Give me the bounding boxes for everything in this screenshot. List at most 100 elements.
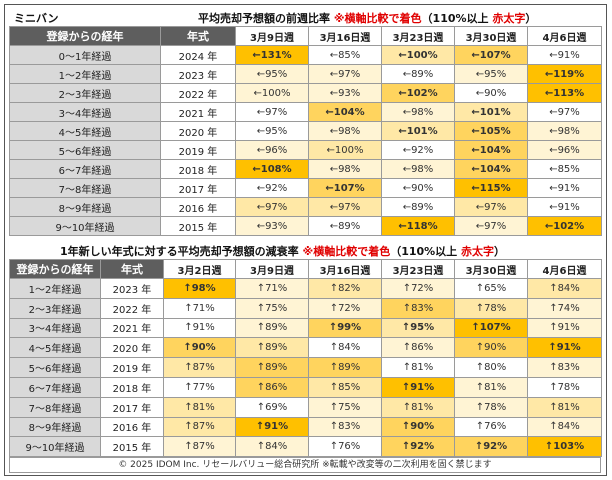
table-row: 2～3年経過 2022 年 ←100% ←93% ←102% ←90% ←113%	[9, 83, 602, 103]
ratio-cell: ←95%	[235, 121, 309, 141]
ratio-cell: ←104%	[454, 159, 528, 179]
ratio-cell: ↑76%	[454, 416, 528, 438]
table-row: 5～6年経過 2019 年 ←96% ←100% ←92% ←104% ←96%	[9, 140, 602, 160]
table2-note-red: 赤太字	[461, 245, 495, 258]
ratio-cell: ↑81%	[454, 376, 528, 398]
row-age-label: 1～2年経過	[9, 278, 101, 299]
row-age-label: 7～8年経過	[9, 396, 101, 418]
row-model-year: 2019 年	[160, 140, 236, 160]
table2-title: 1年新しい年式に対する平均売却予想額の減衰率	[60, 245, 299, 258]
row-model-year: 2020 年	[160, 121, 236, 141]
ratio-cell: ↑92%	[454, 436, 528, 458]
brand-label: ミニバン	[14, 12, 59, 25]
ratio-cell: ←97%	[454, 216, 528, 236]
ratio-cell: ←101%	[381, 121, 455, 141]
row-model-year: 2024 年	[160, 45, 236, 65]
ratio-cell: ←98%	[381, 159, 455, 179]
row-age-label: 8～9年経過	[9, 197, 161, 217]
ratio-cell: ←118%	[381, 216, 455, 236]
ratio-cell: ↑107%	[454, 317, 528, 339]
header-model-year: 年式	[160, 26, 236, 46]
row-model-year: 2015 年	[160, 216, 236, 236]
table-row: 1～2年経過 2023 年 ↑98% ↑71% ↑82% ↑72% ↑65% ↑84%	[9, 278, 602, 299]
table2-note-paren: （110%以上	[390, 245, 458, 258]
table1-note-paren: （110%以上	[421, 12, 489, 25]
row-model-year: 2023 年	[160, 64, 236, 84]
ratio-cell: ↑84%	[235, 436, 309, 458]
ratio-cell: ↑69%	[235, 396, 309, 418]
row-age-label: 4～5年経過	[9, 337, 101, 359]
ratio-cell: ↑81%	[527, 396, 602, 418]
ratio-cell: ↑83%	[527, 357, 602, 378]
table2-note: ※横軸比較で着色	[302, 245, 391, 258]
ratio-cell: ↑82%	[308, 278, 382, 299]
table-row: 3～4年経過 2021 年 ↑91% ↑89% ↑99% ↑95% ↑107% ↑91%	[9, 317, 602, 339]
ratio-cell: ↑95%	[381, 317, 455, 339]
header-week: 3月9日週	[235, 26, 309, 46]
row-age-label: 9～10年経過	[9, 216, 161, 236]
ratio-cell: ←93%	[308, 83, 382, 103]
row-age-label: 6～7年経過	[9, 376, 101, 398]
header-registration-age: 登録からの経年	[9, 259, 101, 279]
table-row: 7～8年経過 2017 年 ↑81% ↑69% ↑75% ↑81% ↑78% ↑81%	[9, 396, 602, 418]
row-model-year: 2015 年	[100, 436, 164, 458]
ratio-cell: ←97%	[308, 64, 382, 84]
ratio-cell: ↑98%	[163, 278, 236, 299]
ratio-cell: ↑103%	[527, 436, 602, 458]
ratio-cell: ←98%	[381, 102, 455, 122]
ratio-cell: ↑78%	[527, 376, 602, 398]
row-model-year: 2017 年	[160, 178, 236, 198]
table-row: 4～5年経過 2020 年 ↑90% ↑89% ↑84% ↑86% ↑90% ↑91%	[9, 337, 602, 359]
ratio-cell: ↑75%	[235, 297, 309, 319]
row-age-label: 0～1年経過	[9, 45, 161, 65]
ratio-cell: ←89%	[308, 216, 382, 236]
row-age-label: 5～6年経過	[9, 140, 161, 160]
ratio-cell: ←97%	[308, 197, 382, 217]
table2-note-close: ）	[494, 245, 506, 258]
row-model-year: 2017 年	[100, 396, 164, 418]
table1-caption: 平均売却予想額の前週比率 ※横軸比較で着色（110%以上 赤太字）	[198, 10, 536, 26]
ratio-cell: ↑83%	[381, 297, 455, 319]
header-registration-age: 登録からの経年	[9, 26, 161, 46]
ratio-cell: ↑90%	[454, 337, 528, 359]
ratio-cell: ↑84%	[527, 278, 602, 299]
ratio-cell: ↑78%	[454, 297, 528, 319]
ratio-cell: ←91%	[527, 197, 602, 217]
ratio-cell: ↑76%	[308, 436, 382, 458]
ratio-cell: ←85%	[527, 159, 602, 179]
ratio-cell: ←96%	[235, 140, 309, 160]
row-model-year: 2022 年	[100, 297, 164, 319]
table2-caption: 1年新しい年式に対する平均売却予想額の減衰率 ※横軸比較で着色（110%以上 赤…	[60, 243, 505, 259]
ratio-cell: ←104%	[454, 140, 528, 160]
row-model-year: 2018 年	[160, 159, 236, 179]
row-model-year: 2016 年	[100, 416, 164, 438]
decay-ratio-table: 登録からの経年 年式 3月2日週 3月9日週 3月16日週 3月23日週 3月30日週 4月6…	[9, 259, 602, 458]
ratio-cell: ↑87%	[163, 416, 236, 438]
ratio-cell: ←98%	[308, 159, 382, 179]
ratio-cell: ←119%	[527, 64, 602, 84]
ratio-cell: ↑92%	[381, 436, 455, 458]
header-week: 3月9日週	[235, 259, 309, 279]
weekly-ratio-table: 登録からの経年 年式 3月9日週 3月16日週 3月23日週 3月30日週 4月6日週 0～1…	[9, 26, 602, 236]
ratio-cell: ↑89%	[235, 317, 309, 339]
table-row: 3～4年経過 2021 年 ←97% ←104% ←98% ←101% ←97%	[9, 102, 602, 122]
header-week: 3月30日週	[454, 26, 528, 46]
row-model-year: 2020 年	[100, 337, 164, 359]
ratio-cell: ←108%	[235, 159, 309, 179]
ratio-cell: ←100%	[308, 140, 382, 160]
row-age-label: 4～5年経過	[9, 121, 161, 141]
table-row: 2～3年経過 2022 年 ↑71% ↑75% ↑72% ↑83% ↑78% ↑74%	[9, 297, 602, 319]
row-age-label: 7～8年経過	[9, 178, 161, 198]
ratio-cell: ←104%	[308, 102, 382, 122]
row-model-year: 2016 年	[160, 197, 236, 217]
ratio-cell: ↑72%	[381, 278, 455, 299]
ratio-cell: ↑74%	[527, 297, 602, 319]
ratio-cell: ↑81%	[163, 396, 236, 418]
ratio-cell: ↑90%	[381, 416, 455, 438]
ratio-cell: ←97%	[454, 197, 528, 217]
ratio-cell: ↑85%	[308, 376, 382, 398]
ratio-cell: ↑81%	[381, 396, 455, 418]
table-row: 6～7年経過 2018 年 ↑77% ↑86% ↑85% ↑91% ↑81% ↑78%	[9, 376, 602, 398]
table-row: 5～6年経過 2019 年 ↑87% ↑89% ↑89% ↑81% ↑80% ↑83%	[9, 357, 602, 378]
ratio-cell: ↑83%	[308, 416, 382, 438]
